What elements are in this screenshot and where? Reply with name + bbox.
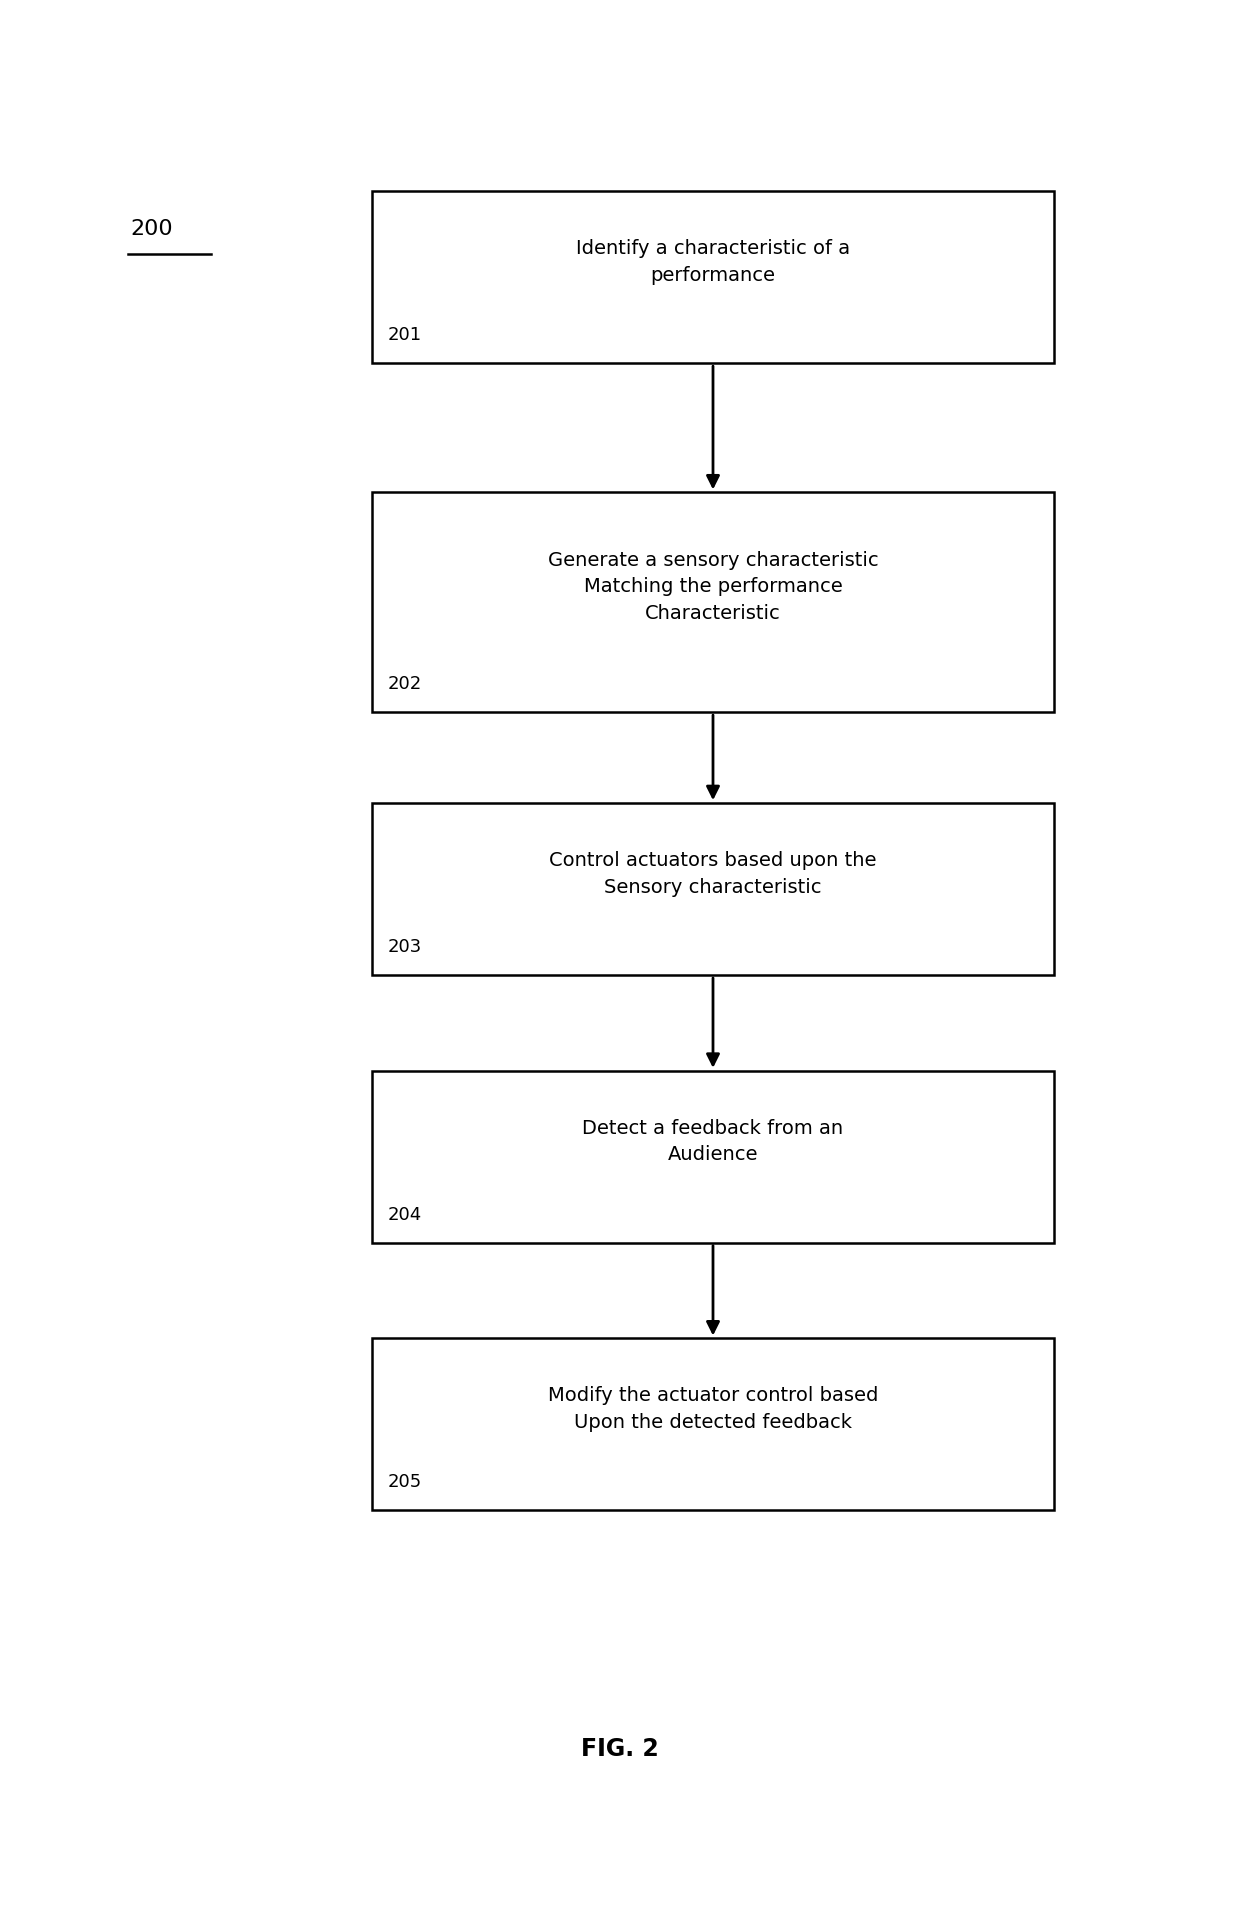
Text: FIG. 2: FIG. 2 [582,1738,658,1761]
Text: 202: 202 [388,675,423,694]
Text: 205: 205 [388,1474,423,1491]
Text: 204: 204 [388,1206,423,1224]
Text: Detect a feedback from an
Audience: Detect a feedback from an Audience [583,1119,843,1164]
Bar [372,803,1054,975]
Bar [372,1338,1054,1510]
FancyArrowPatch shape [708,715,718,797]
FancyArrowPatch shape [708,365,718,486]
Bar [372,491,1054,711]
Text: Modify the actuator control based
Upon the detected feedback: Modify the actuator control based Upon t… [548,1386,878,1432]
Text: 203: 203 [388,939,423,956]
Text: 201: 201 [388,327,423,344]
Bar [372,1071,1054,1243]
Bar [372,191,1054,363]
FancyArrowPatch shape [708,1245,718,1333]
Text: Identify a characteristic of a
performance: Identify a characteristic of a performan… [575,239,851,285]
Text: 200: 200 [130,220,172,239]
Text: Control actuators based upon the
Sensory characteristic: Control actuators based upon the Sensory… [549,851,877,897]
Text: Generate a sensory characteristic
Matching the performance
Characteristic: Generate a sensory characteristic Matchi… [548,551,878,623]
FancyArrowPatch shape [708,977,718,1065]
